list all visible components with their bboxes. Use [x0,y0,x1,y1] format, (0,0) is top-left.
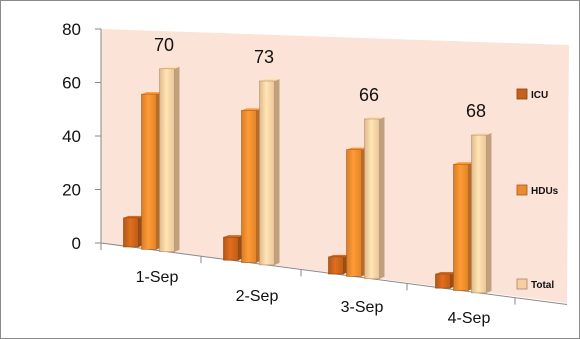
legend-swatch [516,88,528,100]
x-category-label: 2-Sep [236,288,279,305]
legend-swatch [516,278,528,290]
plot-area-wall [101,29,569,303]
y-axis-ticks: 0 20 40 60 80 [62,20,101,253]
data-label: 66 [359,85,379,105]
bar-hdus-3-sep [346,147,367,277]
x-category-label: 3-Sep [341,299,384,316]
bar-icu-4-sep [435,272,456,289]
bar-total-3-sep [364,116,385,280]
legend-label: ICU [531,90,548,101]
y-tick-label: 60 [62,74,81,93]
y-tick-label: 20 [62,181,81,200]
legend-swatch [516,184,528,196]
bar-total-1-sep [159,66,180,253]
data-label: 70 [154,35,174,55]
legend: ICU HDUs Total [516,88,559,291]
bar-total-4-sep [471,133,492,294]
y-tick-label: 0 [72,234,81,253]
bar-hdus-4-sep [453,162,474,291]
bar-icu-1-sep [123,215,144,248]
legend-label: Total [531,280,554,291]
legend-item-total: Total [516,278,554,291]
data-labels: 70 73 66 68 [154,35,486,121]
legend-item-hdus: HDUs [516,184,559,197]
bars [123,66,492,294]
bar-hdus-1-sep [141,92,162,250]
x-category-label: 1-Sep [136,269,179,286]
bar-hdus-2-sep [241,108,262,263]
bar-icu-3-sep [328,254,349,275]
bar-total-2-sep [259,78,280,266]
bar-icu-2-sep [223,235,244,261]
x-category-label: 4-Sep [448,310,491,327]
data-label: 73 [254,47,274,67]
legend-item-icu: ICU [516,88,548,101]
data-label: 68 [466,101,486,121]
y-tick-label: 80 [62,20,81,39]
y-tick-label: 40 [62,127,81,146]
legend-label: HDUs [531,186,559,197]
category-labels: 1-Sep 2-Sep 3-Sep 4-Sep [136,269,491,327]
